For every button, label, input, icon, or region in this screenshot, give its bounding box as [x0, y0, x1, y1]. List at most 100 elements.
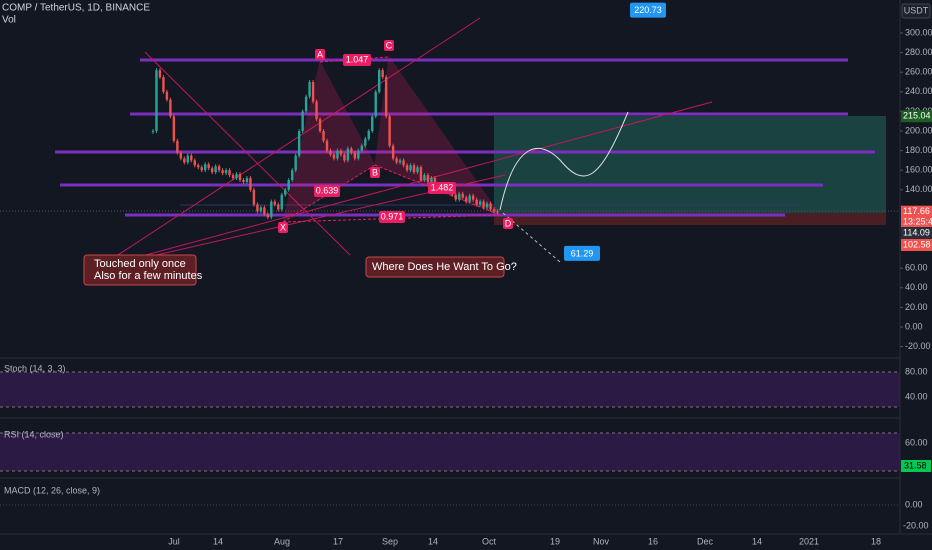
candle-body: [197, 165, 200, 168]
candle-body: [381, 70, 384, 78]
x-tick-label: 14: [428, 536, 438, 546]
macd-tick: -20.00: [903, 520, 929, 530]
candle-body: [433, 178, 437, 185]
price-tag-box: [901, 239, 932, 251]
x-tick-label: 16: [648, 536, 658, 546]
candle-body: [231, 175, 235, 179]
x-tick-label: 14: [213, 536, 223, 546]
candle-body: [270, 201, 273, 218]
candle-body: [405, 165, 409, 171]
candle-body: [339, 150, 343, 155]
candle-body: [458, 193, 461, 200]
candle-body: [169, 99, 172, 117]
price-tag-box: [901, 205, 932, 218]
candle-body: [384, 77, 388, 117]
candle-body: [478, 201, 482, 205]
point-box: [278, 222, 288, 233]
trend-line: [94, 17, 481, 271]
candle-body: [277, 204, 280, 210]
candle-body: [329, 150, 332, 155]
candle-body: [492, 209, 496, 212]
candle-body: [301, 111, 304, 131]
candle-body: [183, 158, 186, 163]
candle-body: [318, 119, 322, 131]
point-label: D: [505, 218, 512, 228]
y-tick-label: 160.00: [905, 165, 932, 175]
y-tick-label: 40.00: [905, 282, 928, 292]
y-tick-label: 300.00: [905, 27, 932, 37]
candle-body: [461, 193, 464, 198]
target-label: 61.29: [571, 248, 594, 258]
currency-button[interactable]: [901, 3, 931, 19]
currency-label[interactable]: USDT: [904, 5, 929, 15]
note-box: [83, 254, 197, 286]
candle-body: [217, 166, 221, 171]
candle-body: [332, 154, 336, 159]
rsi-band: [0, 433, 900, 471]
point-box: [315, 49, 325, 60]
pane-separators: [0, 0, 932, 535]
x-tick-label: 18: [871, 536, 881, 546]
ratio-label: 0.639: [316, 185, 339, 195]
candle-body: [409, 165, 412, 171]
x-tick-label: Sep: [382, 536, 398, 546]
candle-body: [291, 170, 294, 180]
note-line: Touched only once: [94, 258, 186, 270]
candle-body: [391, 145, 395, 159]
candle-body: [284, 189, 287, 195]
x-tick-label: Nov: [593, 536, 610, 546]
y-tick-label: 240.00: [905, 86, 932, 96]
symbol-title: COMP / TetherUS, 1D, BINANCE: [2, 3, 150, 14]
candle-body: [245, 178, 249, 182]
y-tick-label: 140.00: [905, 184, 932, 194]
point-label: X: [280, 222, 286, 232]
candle-body: [308, 82, 311, 97]
ratio-label: 0.971: [381, 211, 404, 221]
candle-body: [273, 201, 276, 205]
candle-body: [482, 201, 485, 208]
candle-body: [266, 214, 270, 218]
candle-body: [287, 180, 290, 190]
x-tick-label: 2021: [799, 536, 819, 546]
stoch-label: Stoch (14, 3, 3): [4, 363, 66, 373]
x-tick-label: Jul: [168, 536, 180, 546]
candle-body: [357, 150, 360, 159]
candle-body: [256, 204, 259, 212]
candle-body: [263, 207, 266, 215]
x-tick-label: Aug: [274, 536, 290, 546]
candle-body: [259, 207, 263, 212]
candle-body: [165, 91, 169, 100]
candle-body: [346, 148, 350, 161]
y-tick-label: 280.00: [905, 47, 932, 57]
x-tick-label: 19: [550, 536, 560, 546]
rsi-label: RSI (14, close): [4, 429, 64, 439]
level-lines: [55, 58, 875, 217]
x-tick-label: 14: [752, 536, 762, 546]
y-tick-label: 260.00: [905, 67, 932, 77]
y-tick-label: -20.00: [905, 341, 931, 351]
candle-body: [468, 195, 471, 202]
candle-body: [179, 152, 183, 159]
candle-body: [398, 160, 402, 163]
x-tick-label: Dec: [697, 536, 714, 546]
candle-body: [315, 101, 318, 120]
candle-body: [207, 164, 210, 169]
long-target-zone: [494, 116, 886, 213]
trend-line: [119, 101, 713, 263]
candle-body: [172, 116, 176, 141]
candle-body: [221, 170, 224, 174]
candle-body: [395, 158, 398, 163]
candle-body: [430, 178, 433, 182]
candle-body: [249, 178, 252, 190]
candle-body: [190, 155, 193, 161]
pattern-line: [282, 164, 376, 223]
candle-body: [193, 160, 196, 166]
ratio-label: 1.047: [346, 54, 369, 64]
candle-body: [402, 160, 405, 166]
note-line: Also for a few minutes: [94, 270, 203, 282]
candle-body: [360, 145, 363, 151]
ratio-box: [428, 182, 456, 194]
candle-body: [204, 164, 207, 171]
candle-body: [176, 140, 179, 153]
